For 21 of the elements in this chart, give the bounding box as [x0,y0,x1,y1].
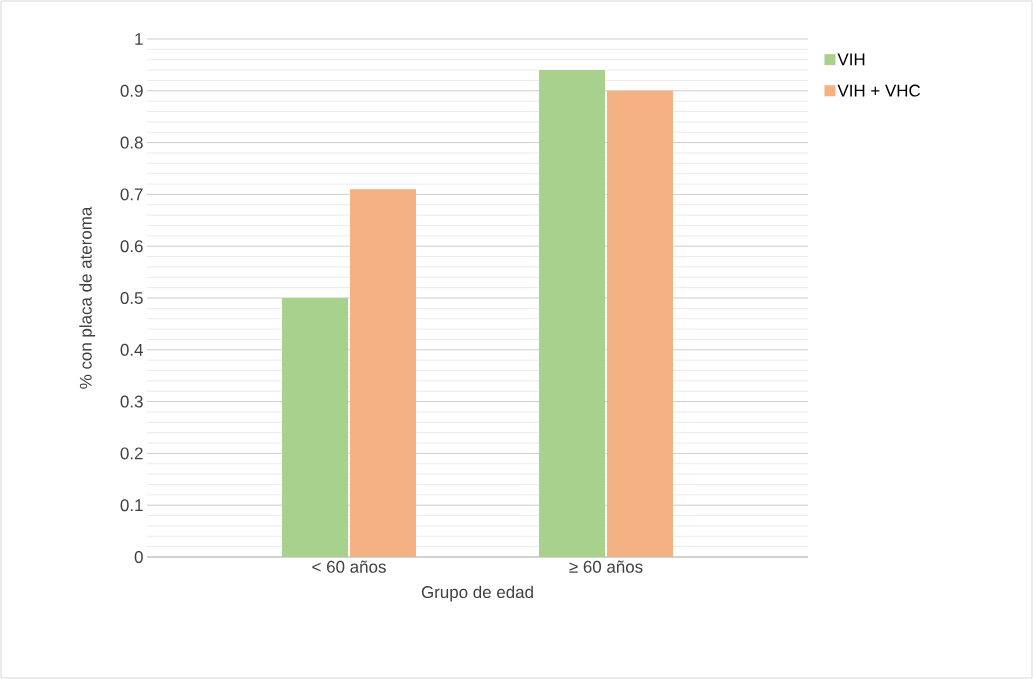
x-axis-title: Grupo de edad [421,585,533,602]
y-tick-label: 0.8 [120,136,143,149]
y-axis-title: % con placa de ateroma [79,206,96,389]
bar [607,90,674,557]
y-tick-label: 0.4 [120,343,143,356]
y-tick-label: 0.9 [120,84,143,97]
x-tick-label: < 60 años [312,560,386,573]
legend-label: VIH + VHC [837,84,921,97]
y-tick-label: 0.7 [120,188,143,201]
y-tick-label: 0.1 [120,499,143,512]
x-tick-label: ≥ 60 años [569,560,643,573]
y-tick-label: 0.6 [120,240,143,253]
bar [539,70,606,557]
y-tick-label: 0.5 [120,292,143,304]
y-tick-label: 0 [134,551,143,563]
legend-label: VIH [837,53,865,66]
y-tick-label: 1 [135,33,143,45]
y-tick-label: 0.2 [120,447,143,460]
y-tick-label: 0.3 [120,395,143,408]
bar [350,189,417,557]
bar [282,298,349,557]
